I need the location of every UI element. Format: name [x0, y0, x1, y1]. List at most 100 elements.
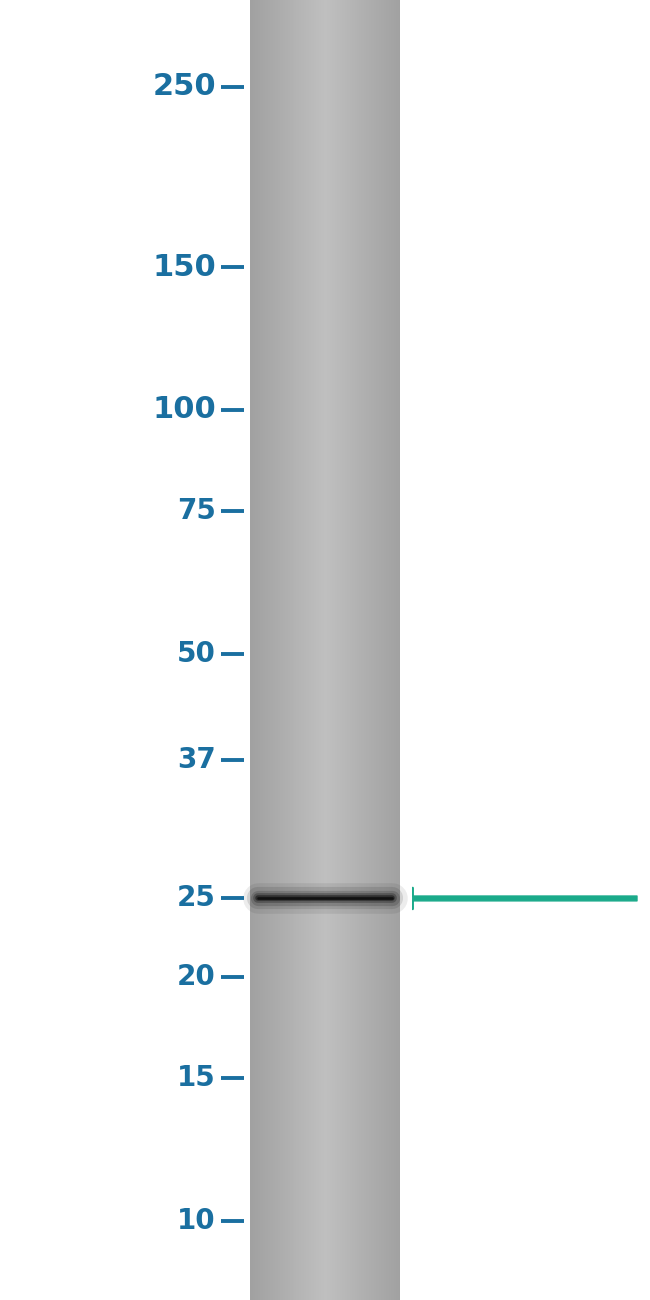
Bar — [380, 0, 382, 1300]
Bar — [360, 0, 362, 1300]
Bar — [339, 0, 341, 1300]
Bar — [377, 0, 379, 1300]
Bar — [356, 0, 358, 1300]
Bar — [302, 0, 304, 1300]
Bar — [309, 0, 311, 1300]
Bar — [336, 0, 338, 1300]
Bar — [264, 0, 266, 1300]
Bar — [250, 0, 252, 1300]
Bar — [252, 0, 254, 1300]
Bar — [269, 0, 271, 1300]
Bar — [285, 0, 287, 1300]
Bar — [326, 0, 328, 1300]
Bar — [398, 0, 400, 1300]
Text: 20: 20 — [177, 963, 216, 991]
Bar — [307, 0, 309, 1300]
Bar — [376, 0, 378, 1300]
Bar — [335, 0, 337, 1300]
Bar — [347, 0, 349, 1300]
Bar — [348, 0, 350, 1300]
Bar — [341, 0, 343, 1300]
Bar — [397, 0, 399, 1300]
Bar — [292, 0, 294, 1300]
Bar — [350, 0, 352, 1300]
Bar — [279, 0, 281, 1300]
Bar — [371, 0, 373, 1300]
Bar — [265, 0, 267, 1300]
Bar — [268, 0, 270, 1300]
Text: 50: 50 — [177, 640, 216, 668]
Bar — [263, 0, 265, 1300]
Bar — [318, 0, 320, 1300]
Bar — [382, 0, 384, 1300]
Bar — [385, 0, 387, 1300]
Bar — [358, 0, 359, 1300]
Bar — [381, 0, 383, 1300]
Bar — [332, 0, 333, 1300]
Bar — [396, 0, 398, 1300]
Bar — [314, 0, 316, 1300]
Bar — [253, 0, 255, 1300]
Bar — [272, 0, 273, 1300]
Bar — [261, 0, 263, 1300]
Bar — [304, 0, 306, 1300]
Bar — [372, 0, 374, 1300]
Bar — [281, 0, 283, 1300]
Bar — [324, 0, 326, 1300]
Bar — [340, 0, 342, 1300]
Bar — [280, 0, 282, 1300]
Bar — [257, 0, 259, 1300]
Bar — [343, 0, 344, 1300]
Bar — [255, 0, 257, 1300]
Bar — [389, 0, 391, 1300]
Bar — [295, 0, 297, 1300]
Bar — [367, 0, 369, 1300]
Bar — [306, 0, 308, 1300]
Text: 15: 15 — [177, 1065, 216, 1092]
Bar — [363, 0, 364, 1300]
Bar — [378, 0, 380, 1300]
Bar — [366, 0, 368, 1300]
Bar — [313, 0, 315, 1300]
Bar — [375, 0, 377, 1300]
Bar — [354, 0, 356, 1300]
Text: 250: 250 — [152, 73, 216, 101]
Bar — [254, 0, 256, 1300]
Text: 150: 150 — [152, 252, 216, 282]
Bar — [296, 0, 298, 1300]
Bar — [395, 0, 396, 1300]
Bar — [355, 0, 357, 1300]
Bar — [260, 0, 262, 1300]
Bar — [386, 0, 388, 1300]
Bar — [317, 0, 319, 1300]
Bar — [361, 0, 363, 1300]
Bar — [291, 0, 293, 1300]
Bar — [359, 0, 361, 1300]
Text: 37: 37 — [177, 746, 216, 775]
Bar — [363, 0, 365, 1300]
Bar — [346, 0, 348, 1300]
Bar — [369, 0, 370, 1300]
Bar — [352, 0, 354, 1300]
Bar — [270, 0, 272, 1300]
Bar — [298, 0, 300, 1300]
Bar — [392, 0, 394, 1300]
Text: 25: 25 — [177, 884, 216, 913]
Bar — [322, 0, 324, 1300]
Bar — [284, 0, 286, 1300]
Bar — [384, 0, 385, 1300]
Bar — [374, 0, 376, 1300]
Bar — [300, 0, 302, 1300]
Bar — [387, 0, 389, 1300]
Bar — [325, 0, 327, 1300]
Bar — [351, 0, 353, 1300]
Bar — [276, 0, 278, 1300]
Text: 75: 75 — [177, 498, 216, 525]
Bar — [317, 0, 318, 1300]
Bar — [266, 0, 268, 1300]
Bar — [370, 0, 372, 1300]
Bar — [273, 0, 274, 1300]
Bar — [289, 0, 291, 1300]
Bar — [299, 0, 301, 1300]
Bar — [278, 0, 280, 1300]
